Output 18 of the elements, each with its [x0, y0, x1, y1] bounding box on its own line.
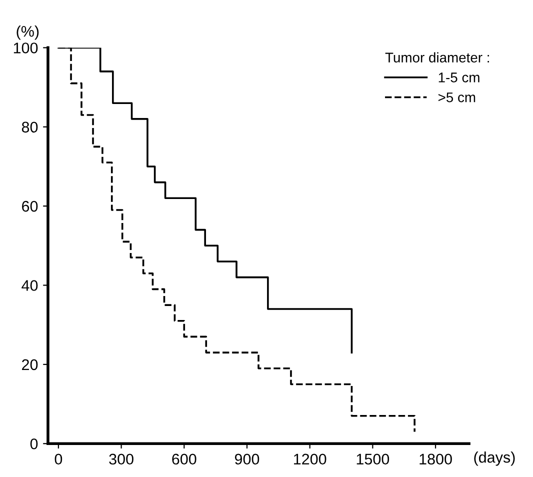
x-tick-label: 300	[109, 454, 134, 465]
x-tick-label: 0	[54, 454, 62, 465]
y-tick-label: 80	[22, 122, 38, 133]
legend-label: 1-5 cm	[438, 72, 480, 82]
legend-label: >5 cm	[438, 92, 476, 102]
x-tick-label: 1500	[356, 454, 390, 465]
x-tick-label: 900	[234, 454, 260, 465]
y-tick-label: 0	[30, 438, 38, 450]
y-tick-label: 20	[22, 359, 38, 370]
x-tick-label: 1800	[420, 454, 452, 465]
x-tick-label: 1200	[294, 454, 326, 465]
legend-title: Tumor diameter :	[385, 52, 489, 62]
y-tick-label: 60	[22, 200, 38, 212]
y-tick-label: 100	[14, 42, 38, 54]
y-tick-label: 40	[22, 280, 38, 291]
x-axis-title: (days)	[474, 452, 515, 466]
x-tick-label: 600	[172, 454, 196, 465]
y-axis-title: (%)	[16, 26, 39, 40]
